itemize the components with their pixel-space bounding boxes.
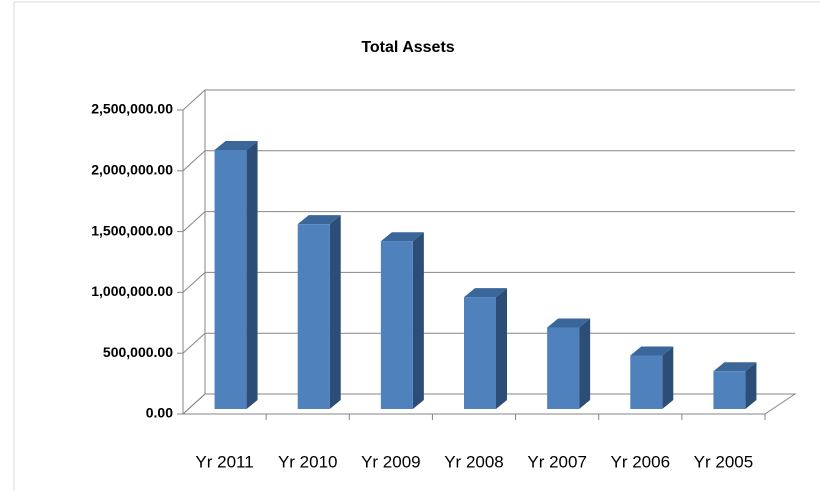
bar-top — [464, 288, 507, 298]
bar — [630, 355, 663, 409]
grid-line-side — [182, 150, 206, 172]
y-tick-label: 2,000,000.00 — [91, 162, 173, 178]
bar-side — [662, 346, 674, 409]
bar-side — [579, 318, 591, 409]
y-tick-label: 2,500,000.00 — [91, 101, 173, 117]
bar — [380, 241, 413, 409]
x-tick-label: Yr 2011 — [195, 452, 253, 471]
bar — [297, 224, 330, 409]
chart-title: Total Assets — [361, 39, 454, 56]
y-tick-label: 1,000,000.00 — [91, 283, 173, 299]
x-tick-label: Yr 2007 — [527, 452, 587, 471]
grid-line-side — [182, 272, 206, 293]
bar-top — [297, 215, 341, 225]
x-tick-label: Yr 2006 — [611, 452, 671, 471]
x-tick-label: Yr 2008 — [444, 452, 504, 471]
bar — [214, 149, 247, 409]
bar-side — [745, 362, 757, 409]
x-tick-label: Yr 2009 — [361, 452, 421, 471]
bar-side — [496, 288, 507, 409]
y-tick-label: 500,000.00 — [103, 344, 173, 360]
bar-side — [412, 232, 424, 409]
bar — [713, 371, 746, 409]
grid-line-side — [182, 89, 206, 111]
bar-side — [246, 140, 258, 409]
grid-line-side — [182, 332, 206, 354]
bar — [464, 297, 496, 409]
bar-side — [329, 215, 341, 409]
bar-top — [630, 346, 674, 356]
grid-line-side — [182, 393, 206, 415]
bar-top — [214, 140, 258, 150]
y-tick-label: 0.00 — [146, 405, 173, 421]
grid-line-side — [182, 211, 206, 232]
bar-top — [547, 318, 591, 328]
bar — [547, 327, 580, 409]
x-tick-label: Yr 2005 — [694, 452, 754, 471]
y-tick-label: 1,500,000.00 — [91, 222, 173, 238]
bar-top — [380, 232, 424, 242]
bar-top — [713, 362, 757, 372]
x-tick-label: Yr 2010 — [278, 452, 338, 471]
